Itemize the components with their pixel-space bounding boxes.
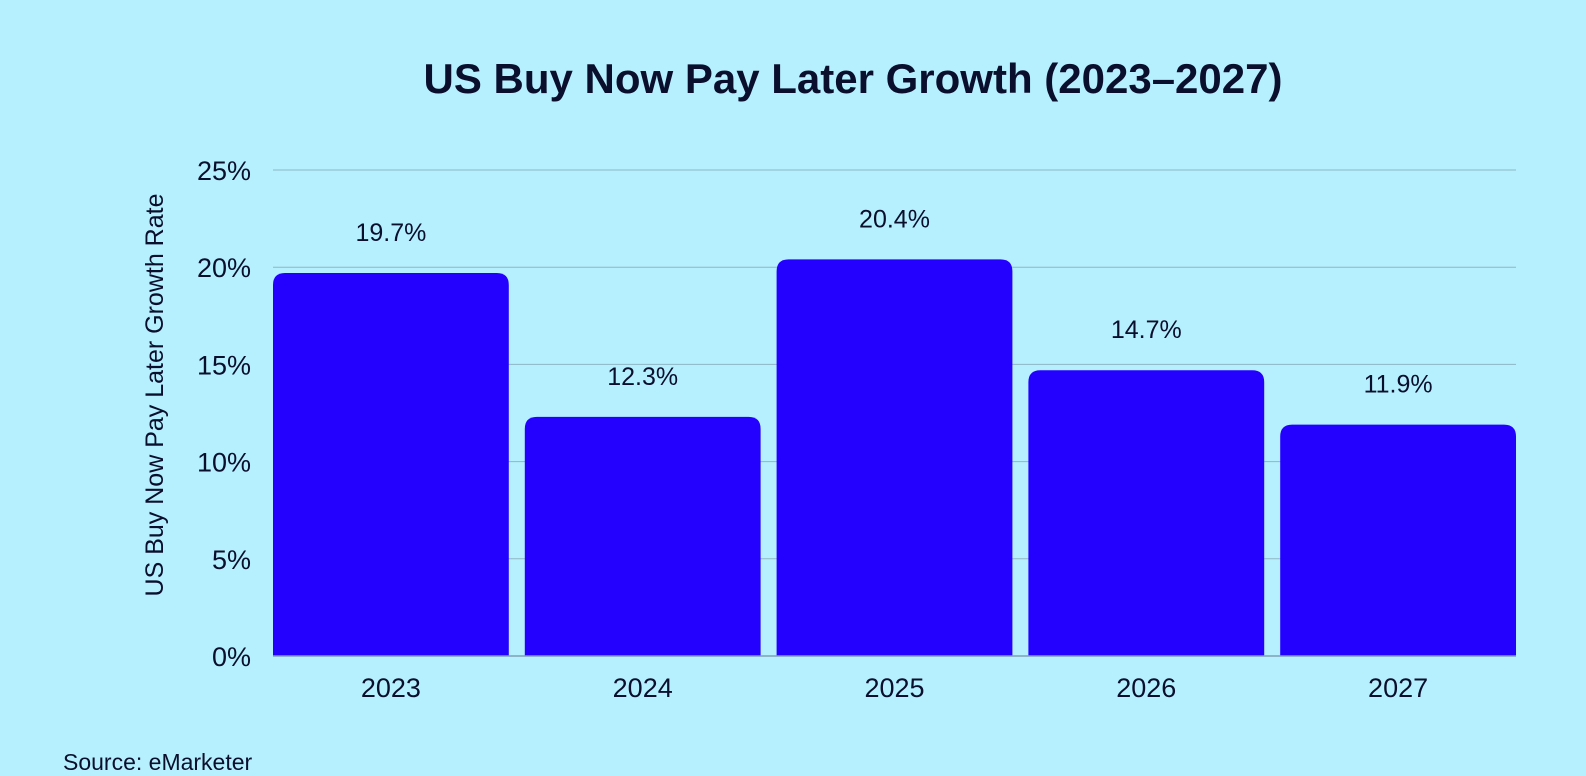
value-label-2027: 11.9% (1364, 371, 1433, 399)
x-tick-label: 2026 (1116, 673, 1176, 703)
bars (273, 259, 1516, 656)
x-tick-label: 2024 (613, 673, 673, 703)
x-tick-label: 2027 (1368, 673, 1428, 703)
bar-2025 (776, 259, 1013, 656)
x-axis-ticks: 2023 2024 2025 2026 2027 (361, 673, 1428, 703)
y-tick-label: 20% (197, 253, 251, 283)
value-label-2023: 19.7% (355, 219, 426, 247)
y-tick-label: 10% (197, 448, 251, 478)
value-labels: 19.7% 12.3% 20.4% 14.7% 11.9% (355, 205, 1432, 398)
bar-2027 (1280, 424, 1516, 656)
y-tick-label: 15% (197, 350, 251, 380)
y-tick-label: 0% (212, 642, 251, 672)
chart-title: US Buy Now Pay Later Growth (2023–2027) (424, 55, 1283, 102)
y-axis-label: US Buy Now Pay Later Growth Rate (141, 194, 169, 597)
source-note: Source: eMarketer (63, 749, 253, 775)
bar-2023 (273, 273, 509, 656)
x-tick-label: 2025 (864, 673, 924, 703)
value-label-2024: 12.3% (607, 363, 678, 391)
bar-2024 (524, 416, 761, 656)
y-tick-label: 5% (212, 545, 251, 575)
bar-2026 (1028, 370, 1265, 656)
y-tick-label: 25% (197, 156, 251, 186)
y-axis-ticks: 0% 5% 10% 15% 20% 25% (197, 156, 251, 672)
x-tick-label: 2023 (361, 673, 421, 703)
value-label-2026: 14.7% (1111, 316, 1182, 344)
value-label-2025: 20.4% (859, 205, 930, 233)
